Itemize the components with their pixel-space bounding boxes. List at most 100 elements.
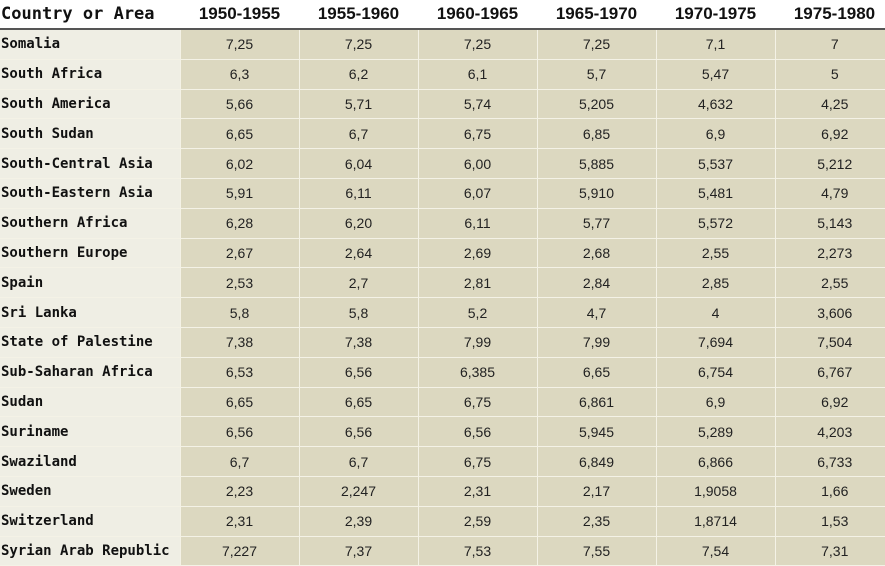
country-name-cell: South-Central Asia — [0, 148, 180, 179]
country-name-cell: Sweden — [0, 476, 180, 507]
table-row: Somalia 7,25 7,25 7,25 7,25 7,1 7 — [0, 29, 885, 60]
value-cell: 2,55 — [655, 238, 775, 269]
table-row: South Sudan 6,65 6,7 6,75 6,85 6,9 6,92 — [0, 118, 885, 150]
table-row: South America 5,66 5,71 5,74 5,205 4,632 4,25 — [0, 89, 885, 120]
value-cell: 5,143 — [774, 208, 885, 239]
value-cell: 2,68 — [536, 238, 656, 269]
value-cell: 1,66 — [774, 476, 885, 507]
value-cell: 5,91 — [179, 178, 299, 209]
value-cell: 6,56 — [179, 416, 299, 448]
value-cell: 2,31 — [417, 476, 537, 507]
country-name-cell: Switzerland — [0, 506, 180, 537]
value-cell: 2,247 — [298, 476, 418, 507]
value-cell: 7 — [774, 29, 885, 60]
value-cell: 7,31 — [774, 536, 885, 566]
value-cell: 7,55 — [536, 536, 656, 566]
value-cell: 5,66 — [179, 89, 299, 120]
value-cell: 5,572 — [655, 208, 775, 239]
value-cell: 2,39 — [298, 506, 418, 537]
country-name-cell: Sudan — [0, 387, 180, 418]
value-cell: 7,53 — [417, 536, 537, 566]
value-cell: 7,25 — [298, 29, 418, 60]
country-name-cell: Spain — [0, 267, 180, 299]
value-cell: 6,20 — [298, 208, 418, 239]
value-cell: 7,37 — [298, 536, 418, 566]
value-cell: 5,945 — [536, 416, 656, 448]
value-cell: 6,92 — [774, 387, 885, 418]
value-cell: 4,203 — [774, 416, 885, 448]
table-row: South-Eastern Asia 5,91 6,11 6,07 5,910 5,481… — [0, 178, 885, 209]
value-cell: 6,3 — [179, 59, 299, 90]
value-cell: 6,11 — [417, 208, 537, 239]
value-cell: 1,8714 — [655, 506, 775, 537]
value-cell: 6,65 — [536, 357, 656, 388]
column-header-period: 1970-1975 — [656, 0, 775, 30]
value-cell: 2,55 — [774, 267, 885, 299]
value-cell: 6,00 — [417, 148, 537, 179]
column-header-period: 1960-1965 — [418, 0, 537, 30]
value-cell: 6,85 — [536, 118, 656, 150]
value-cell: 2,53 — [179, 267, 299, 299]
country-name-cell: Sri Lanka — [0, 297, 180, 328]
table-row: Suriname 6,56 6,56 6,56 5,945 5,289 4,203 — [0, 416, 885, 448]
table-row: State of Palestine 7,38 7,38 7,99 7,99 7,694 7… — [0, 327, 885, 358]
column-header-period: 1950-1955 — [180, 0, 299, 30]
table-row: Sudan 6,65 6,65 6,75 6,861 6,9 6,92 — [0, 387, 885, 418]
value-cell: 7,25 — [536, 29, 656, 60]
country-name-cell: Southern Europe — [0, 238, 180, 269]
country-name-cell: South America — [0, 89, 180, 120]
table-row: Sub-Saharan Africa 6,53 6,56 6,385 6,65 6,754… — [0, 357, 885, 388]
value-cell: 6,866 — [655, 446, 775, 477]
column-header-period: 1965-1970 — [537, 0, 656, 30]
value-cell: 7,25 — [179, 29, 299, 60]
value-cell: 6,1 — [417, 59, 537, 90]
value-cell: 4 — [655, 297, 775, 328]
value-cell: 2,85 — [655, 267, 775, 299]
value-cell: 2,273 — [774, 238, 885, 269]
table-row: Southern Africa 6,28 6,20 6,11 5,77 5,572 5,14… — [0, 208, 885, 239]
country-name-cell: Southern Africa — [0, 208, 180, 239]
value-cell: 6,56 — [298, 416, 418, 448]
value-cell: 5,74 — [417, 89, 537, 120]
value-cell: 6,385 — [417, 357, 537, 388]
value-cell: 7,38 — [179, 327, 299, 358]
value-cell: 6,92 — [774, 118, 885, 150]
country-name-cell: Sub-Saharan Africa — [0, 357, 180, 388]
value-cell: 6,9 — [655, 387, 775, 418]
value-cell: 6,849 — [536, 446, 656, 477]
value-cell: 2,84 — [536, 267, 656, 299]
country-name-cell: Swaziland — [0, 446, 180, 477]
value-cell: 7,99 — [536, 327, 656, 358]
table-row: Syrian Arab Republic 7,227 7,37 7,53 7,55 7,5… — [0, 536, 885, 566]
value-cell: 5,8 — [298, 297, 418, 328]
value-cell: 5,2 — [417, 297, 537, 328]
value-cell: 2,67 — [179, 238, 299, 269]
table-row: Spain 2,53 2,7 2,81 2,84 2,85 2,55 — [0, 267, 885, 299]
table-body: Somalia 7,25 7,25 7,25 7,25 7,1 7 South Africa 6… — [0, 29, 885, 566]
country-name-cell: South-Eastern Asia — [0, 178, 180, 209]
value-cell: 3,606 — [774, 297, 885, 328]
value-cell: 6,65 — [298, 387, 418, 418]
value-cell: 5 — [774, 59, 885, 90]
value-cell: 5,212 — [774, 148, 885, 179]
value-cell: 6,861 — [536, 387, 656, 418]
value-cell: 2,31 — [179, 506, 299, 537]
value-cell: 6,75 — [417, 387, 537, 418]
value-cell: 6,9 — [655, 118, 775, 150]
value-cell: 2,23 — [179, 476, 299, 507]
value-cell: 1,9058 — [655, 476, 775, 507]
column-header-period: 1975-1980 — [775, 0, 885, 30]
value-cell: 7,694 — [655, 327, 775, 358]
table-row: Southern Europe 2,67 2,64 2,69 2,68 2,55 2,273 — [0, 238, 885, 269]
value-cell: 6,75 — [417, 446, 537, 477]
value-cell: 4,632 — [655, 89, 775, 120]
value-cell: 6,75 — [417, 118, 537, 150]
value-cell: 6,56 — [417, 416, 537, 448]
value-cell: 5,910 — [536, 178, 656, 209]
value-cell: 6,2 — [298, 59, 418, 90]
value-cell: 5,7 — [536, 59, 656, 90]
value-cell: 6,65 — [179, 387, 299, 418]
value-cell: 5,8 — [179, 297, 299, 328]
country-name-cell: Suriname — [0, 416, 180, 448]
